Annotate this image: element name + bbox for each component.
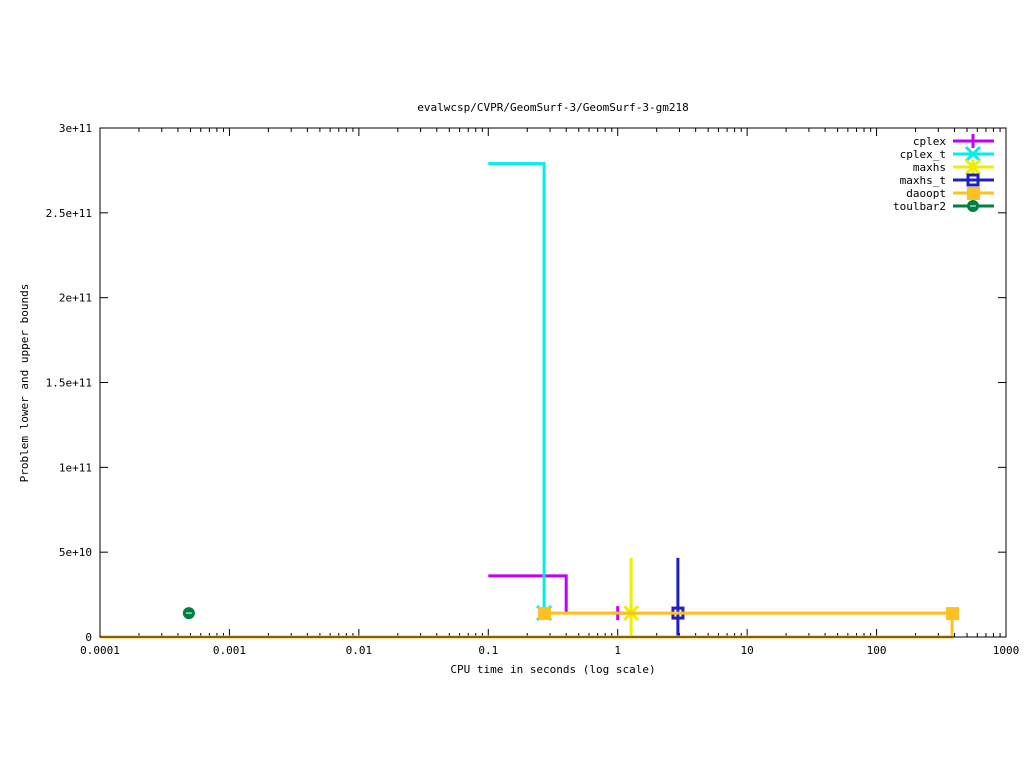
data-point xyxy=(946,607,960,621)
x-tick-label: 1 xyxy=(614,644,621,657)
x-tick-label: 0.01 xyxy=(346,644,373,657)
series-cplex_t xyxy=(488,162,553,622)
x-axis-label: CPU time in seconds (log scale) xyxy=(450,663,655,676)
y-axis-label: Problem lower and upper bounds xyxy=(18,284,31,483)
legend-marker xyxy=(964,145,982,163)
plot-frame xyxy=(99,127,1007,638)
legend-marker xyxy=(967,187,980,200)
series-maxhs_t xyxy=(671,557,685,637)
y-tick-label: 1e+11 xyxy=(59,461,92,474)
series-daoopt xyxy=(100,607,960,639)
series-maxhs xyxy=(623,557,640,637)
legend-label: daoopt xyxy=(906,187,946,200)
y-tick-label: 1.5e+11 xyxy=(46,377,92,390)
legend-marker xyxy=(964,158,982,176)
legend-label: cplex_t xyxy=(900,148,946,161)
x-tick-label: 0.1 xyxy=(478,644,498,657)
y-tick-label: 2.5e+11 xyxy=(46,207,92,220)
x-tick-label: 1000 xyxy=(993,644,1020,657)
legend-marker xyxy=(966,173,980,187)
series-line xyxy=(100,613,954,639)
x-tick-label: 0.001 xyxy=(213,644,246,657)
x-tick-label: 0.0001 xyxy=(80,644,120,657)
legend-label: maxhs xyxy=(913,161,946,174)
legend-label: toulbar2 xyxy=(893,200,946,213)
legend-label: cplex xyxy=(913,135,946,148)
y-tick-label: 2e+11 xyxy=(59,292,92,305)
y-tick-label: 3e+11 xyxy=(59,122,92,135)
y-tick-label: 0 xyxy=(85,631,92,644)
x-tick-label: 100 xyxy=(867,644,887,657)
legend-marker xyxy=(966,134,980,148)
legend-label: maxhs_t xyxy=(900,174,946,187)
x-tick-label: 10 xyxy=(741,644,754,657)
series-line xyxy=(488,162,546,614)
chart-title: evalwcsp/CVPR/GeomSurf-3/GeomSurf-3-gm21… xyxy=(417,101,689,114)
data-point xyxy=(538,607,552,621)
y-tick-label: 5e+10 xyxy=(59,546,92,559)
series-toulbar2 xyxy=(182,607,195,620)
series-line xyxy=(488,574,568,614)
